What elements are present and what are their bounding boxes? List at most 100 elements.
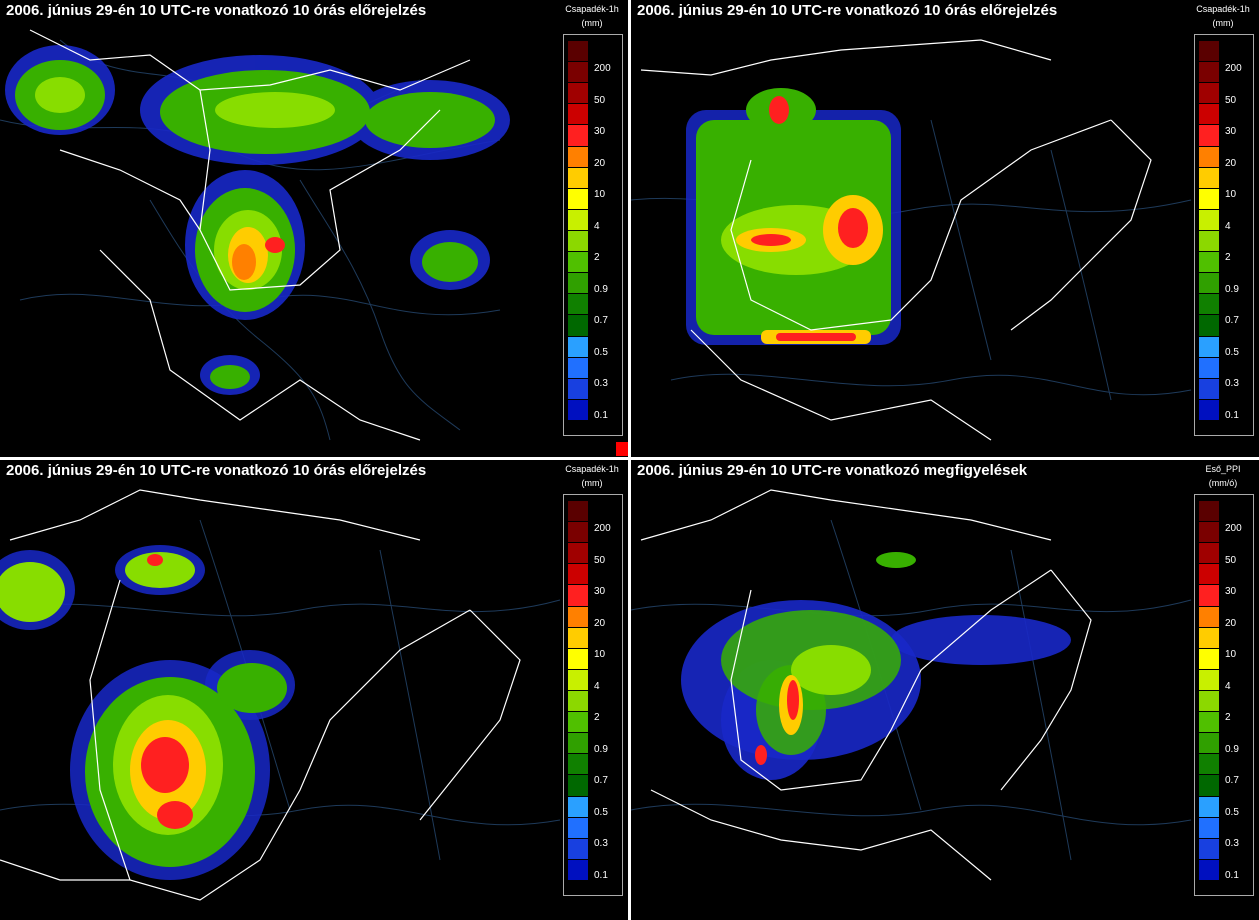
legend-swatch (1199, 209, 1219, 230)
legend-label: 0.7 (594, 315, 608, 326)
legend-swatch (1199, 273, 1219, 294)
legend-label: 4 (1225, 680, 1231, 692)
legend-label: 0.5 (594, 346, 608, 358)
legend-swatch (568, 669, 588, 690)
legend-swatch (568, 733, 588, 754)
legend-label: 10 (594, 649, 606, 660)
legend-unit: (mm) (581, 478, 603, 488)
legend-swatch (568, 817, 588, 838)
legend-swatch (568, 231, 588, 252)
legend-swatch (568, 712, 588, 733)
legend-label: 0.9 (1225, 283, 1239, 295)
legend-swatch (568, 627, 588, 648)
precipitation-legend: Csapadék-1h (mm) 200 50 30 20 10 4 2 0.9 0.7 0.5 0… (560, 464, 624, 896)
legend-swatch (568, 188, 588, 209)
legend-label: 0.3 (1225, 838, 1239, 849)
legend-swatch (568, 585, 588, 606)
legend-swatch (568, 83, 588, 104)
legend-swatch (1199, 691, 1219, 712)
legend-swatch (1199, 231, 1219, 252)
legend-label: 30 (594, 126, 606, 137)
legend-swatch (1199, 294, 1219, 315)
legend-swatch (1199, 41, 1219, 62)
legend-label: 0.3 (1225, 378, 1239, 389)
radar-map (631, 489, 1192, 881)
legend-label: 0.1 (594, 869, 608, 881)
precipitation-map (631, 39, 1192, 441)
legend-label: 4 (594, 680, 600, 692)
legend-label: 200 (594, 63, 611, 74)
panel-title: 2006. június 29-én 10 UTC-re vonatkozó m… (637, 462, 1028, 479)
legend-label: 0.1 (594, 409, 608, 421)
observation-panel: 2006. június 29-én 10 UTC-re vonatkozó m… (631, 460, 1259, 920)
legend-swatch (1199, 501, 1219, 522)
legend-swatch (1199, 336, 1219, 357)
legend-unit: (mm) (1212, 18, 1234, 28)
legend-label: 30 (594, 586, 606, 597)
legend-label: 200 (594, 523, 611, 534)
legend-label: 0.5 (1225, 346, 1239, 358)
legend-swatch (568, 357, 588, 378)
legend-swatch (568, 606, 588, 627)
legend-swatch (568, 146, 588, 167)
legend-swatch (1199, 733, 1219, 754)
legend-swatch (1199, 796, 1219, 817)
legend-unit: (mm/ó) (1208, 478, 1238, 488)
legend-label: 0.3 (594, 378, 608, 389)
legend-swatch (568, 315, 588, 336)
legend-swatch (1199, 83, 1219, 104)
legend-box: 200 50 30 20 10 4 2 0.9 0.7 0.5 0.3 0.1 (1194, 34, 1254, 436)
legend-label: 2 (594, 712, 600, 723)
legend-swatch (568, 273, 588, 294)
legend-label: 2 (594, 252, 600, 263)
vertical-divider (628, 0, 631, 920)
legend-label: 10 (1225, 189, 1237, 200)
legend-box: 200 50 30 20 10 4 2 0.9 0.7 0.5 0.3 0.1 (1194, 494, 1254, 896)
forecast-panel-3: 2006. június 29-én 10 UTC-re vonatkozó 1… (0, 460, 628, 920)
legend-label: 0.5 (1225, 806, 1239, 818)
legend-swatch (568, 838, 588, 859)
precipitation-legend: Csapadék-1h (mm) 200 50 30 20 10 4 2 0.9 0.7 0.5 0… (1191, 4, 1255, 436)
legend-label: 50 (594, 94, 606, 106)
legend-swatch (1199, 627, 1219, 648)
legend-swatch (568, 167, 588, 188)
legend-swatch (1199, 378, 1219, 399)
legend-label: 0.5 (594, 806, 608, 818)
legend-swatch (1199, 543, 1219, 564)
legend-label: 4 (1225, 220, 1231, 232)
legend-swatch (1199, 399, 1219, 420)
forecast-panel-2: 2006. június 29-én 10 UTC-re vonatkozó 1… (631, 0, 1259, 457)
legend-swatch (568, 62, 588, 83)
legend-label: 0.7 (1225, 775, 1239, 786)
forecast-panel-1: 2006. június 29-én 10 UTC-re vonatkozó 1… (0, 0, 628, 457)
legend-swatch (568, 125, 588, 146)
legend-swatch (568, 564, 588, 585)
legend-swatch (568, 336, 588, 357)
legend-swatch (568, 378, 588, 399)
legend-label: 200 (1225, 63, 1242, 74)
legend-swatch (568, 754, 588, 775)
legend-label: 50 (1225, 94, 1237, 106)
legend-title: Csapadék-1h (565, 4, 619, 14)
legend-label: 2 (1225, 712, 1231, 723)
legend-swatch (568, 775, 588, 796)
legend-swatch (568, 41, 588, 62)
legend-swatch (568, 522, 588, 543)
precipitation-map (0, 29, 510, 441)
legend-swatch (568, 648, 588, 669)
legend-swatch (568, 543, 588, 564)
legend-swatch (568, 796, 588, 817)
legend-title: Csapadék-1h (1196, 4, 1250, 14)
legend-label: 0.1 (1225, 869, 1239, 881)
legend-label: 0.9 (594, 743, 608, 755)
red-marker (616, 442, 628, 456)
legend-swatch (1199, 775, 1219, 796)
legend-label: 20 (1225, 157, 1237, 169)
precipitation-map (0, 489, 561, 901)
legend-swatch (1199, 62, 1219, 83)
legend-label: 2 (1225, 252, 1231, 263)
panel-title: 2006. június 29-én 10 UTC-re vonatkozó 1… (6, 462, 427, 479)
legend-swatch (568, 501, 588, 522)
horizontal-divider (0, 457, 1259, 460)
legend-unit: (mm) (581, 18, 603, 28)
